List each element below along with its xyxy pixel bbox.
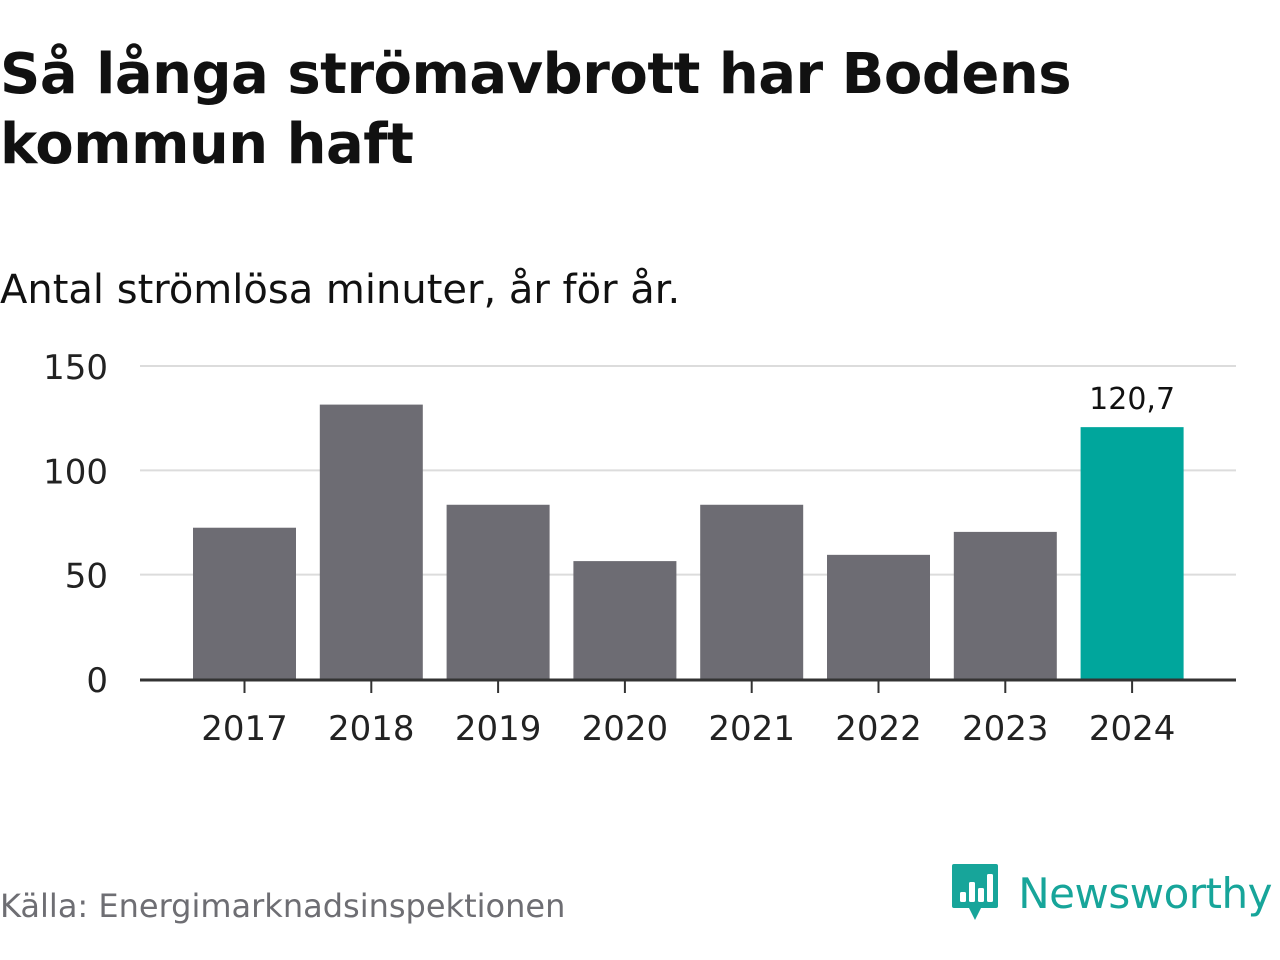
brand-logo: Newsworthy (950, 862, 1272, 924)
x-tick-label: 2017 (201, 709, 288, 749)
y-tick-label: 150 (43, 348, 108, 388)
brand-name: Newsworthy (1018, 868, 1272, 918)
data-labels: 120,7 (1089, 382, 1175, 417)
chart-title: Så långa strömavbrott har Bodens kommun … (0, 42, 1072, 177)
bar-2024 (1080, 427, 1184, 679)
x-axis (140, 678, 1236, 693)
x-tick-label: 2022 (835, 709, 922, 749)
chart-subtitle: Antal strömlösa minuter, år för år. (0, 267, 681, 313)
x-tick-label: 2021 (708, 709, 795, 749)
y-tick-label: 100 (43, 452, 108, 492)
source-note: Källa: Energimarknadsinspektionen (0, 887, 566, 925)
x-tick-label: 2020 (582, 709, 669, 749)
bars (193, 404, 1184, 679)
newsworthy-logo-icon (952, 864, 999, 920)
gridlines (140, 365, 1236, 576)
y-tick-label: 50 (65, 557, 108, 597)
bar-2022 (827, 554, 930, 679)
y-tick-label: 0 (86, 661, 108, 701)
data-label: 120,7 (1089, 382, 1175, 417)
x-tick-label: 2018 (328, 709, 415, 749)
bar-2020 (573, 561, 677, 679)
bar-2023 (953, 531, 1057, 679)
x-tick-label: 2019 (455, 709, 542, 749)
x-axis-tick-labels: 2017 2018 2019 2020 2021 2022 2023 2024 (201, 709, 1175, 749)
bar-2021 (700, 504, 804, 679)
bar-2019 (446, 504, 550, 679)
bar-2017 (193, 527, 296, 679)
x-tick-label: 2024 (1089, 709, 1176, 749)
bar-2018 (319, 404, 423, 679)
y-axis-tick-labels: 0 50 100 150 (43, 348, 108, 701)
x-tick-label: 2023 (962, 709, 1049, 749)
